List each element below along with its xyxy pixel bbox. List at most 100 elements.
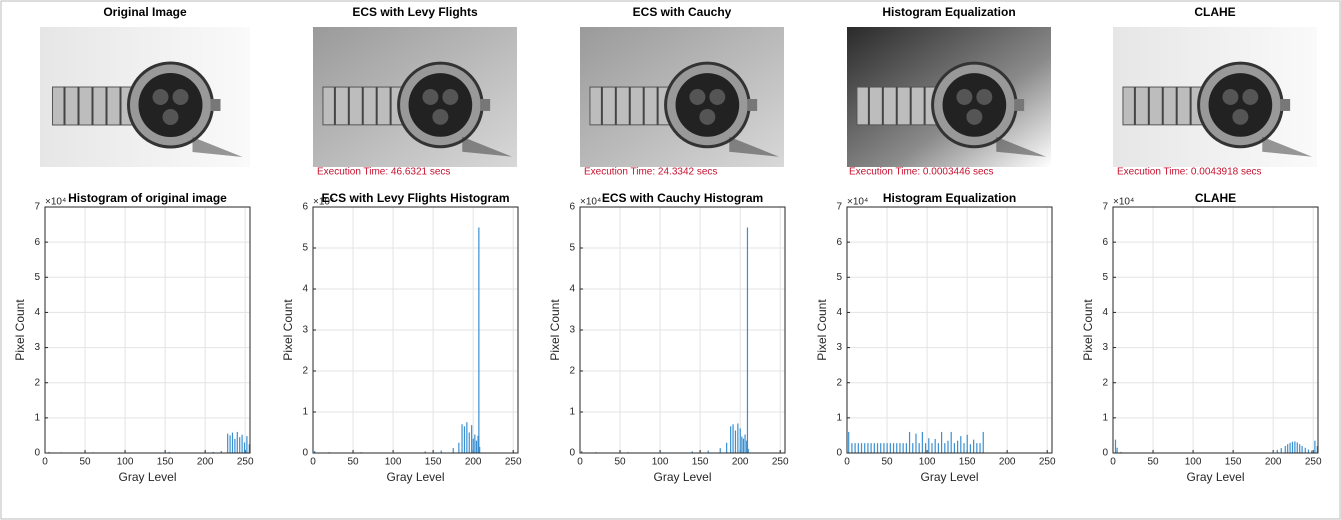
histogram-bar bbox=[873, 443, 875, 453]
y-exponent-label: ×10⁴ bbox=[580, 197, 601, 208]
axes-box bbox=[1112, 206, 1319, 454]
histogram-bar bbox=[908, 431, 911, 453]
histogram-panel: 0 50 100 150 200 250 0 1 2 3 4 5 6 7 ×10⁴ CLAHE Gray Lev… bbox=[1081, 191, 1322, 484]
y-tick-label: 3 bbox=[34, 342, 40, 353]
y-tick-label: 3 bbox=[836, 342, 842, 353]
histogram-bar bbox=[231, 432, 234, 453]
histogram-bar bbox=[1276, 449, 1278, 453]
y-tick-label: 3 bbox=[302, 325, 308, 336]
histogram-bar bbox=[1299, 444, 1301, 453]
histogram-bar bbox=[212, 451, 214, 453]
histogram-bar bbox=[1296, 442, 1298, 453]
x-tick-label: 0 bbox=[310, 457, 316, 468]
histogram-bar bbox=[477, 435, 479, 453]
histogram-bar bbox=[440, 450, 442, 453]
y-tick-label: 0 bbox=[569, 448, 575, 459]
histogram-bar bbox=[928, 438, 930, 453]
histogram-bar bbox=[739, 428, 741, 453]
histogram-bar bbox=[1314, 440, 1316, 453]
chart-title: ECS with Levy Flights Histogram bbox=[321, 191, 509, 205]
histogram-bar bbox=[471, 425, 473, 453]
image-title: ECS with Levy Flights bbox=[352, 5, 478, 19]
x-tick-label: 50 bbox=[1147, 457, 1159, 468]
histogram-bar bbox=[463, 426, 466, 453]
image-title: Original Image bbox=[103, 5, 187, 19]
histogram-bar bbox=[458, 442, 460, 453]
y-tick-label: 0 bbox=[34, 448, 40, 459]
histogram-bar bbox=[915, 433, 917, 453]
histogram-bar bbox=[243, 442, 246, 453]
histogram-bar bbox=[883, 443, 885, 453]
y-tick-label: 7 bbox=[836, 202, 842, 213]
histogram-bar bbox=[934, 438, 936, 453]
histogram-bar bbox=[241, 434, 243, 453]
y-tick-label: 6 bbox=[1102, 237, 1108, 248]
y-exponent-label: ×10⁴ bbox=[45, 197, 66, 208]
y-axis-label: Pixel Count bbox=[1081, 299, 1095, 361]
y-tick-label: 1 bbox=[569, 407, 575, 418]
histogram-bar bbox=[864, 443, 866, 453]
image-caption: Execution Time: 24.3342 secs bbox=[584, 167, 717, 178]
histogram-bar bbox=[734, 430, 737, 453]
x-tick-label: 250 bbox=[772, 457, 789, 468]
x-axis-label: Gray Level bbox=[653, 470, 711, 484]
y-tick-label: 1 bbox=[302, 407, 308, 418]
histogram-bar bbox=[747, 448, 749, 453]
y-tick-label: 1 bbox=[34, 412, 40, 423]
y-tick-label: 6 bbox=[569, 202, 575, 213]
y-tick-label: 2 bbox=[302, 366, 308, 377]
histogram-bar bbox=[479, 446, 481, 453]
y-tick-label: 4 bbox=[302, 284, 308, 295]
histogram-bar bbox=[867, 443, 869, 453]
histogram-bar bbox=[1316, 445, 1318, 453]
histogram-bar bbox=[48, 451, 50, 453]
image-panel: ECS with Levy Flights Execution Time: 46… bbox=[313, 5, 517, 178]
histogram-bar bbox=[737, 423, 739, 453]
x-tick-label: 100 bbox=[385, 457, 402, 468]
x-tick-label: 150 bbox=[157, 457, 174, 468]
y-tick-label: 1 bbox=[836, 412, 842, 423]
histogram-bar bbox=[950, 431, 952, 453]
histogram-bar bbox=[468, 432, 470, 453]
histogram-bar bbox=[236, 431, 238, 453]
image-panel: ECS with Cauchy Execution Time: 24.3342 … bbox=[580, 5, 784, 178]
histogram-bar bbox=[741, 436, 743, 453]
y-tick-label: 4 bbox=[34, 307, 40, 318]
x-tick-label: 250 bbox=[237, 457, 254, 468]
histogram-bar bbox=[392, 451, 394, 453]
x-tick-label: 200 bbox=[197, 457, 214, 468]
y-axis-label: Pixel Count bbox=[815, 299, 829, 361]
histogram-bar bbox=[746, 227, 749, 453]
histogram-bar bbox=[1284, 445, 1286, 453]
histogram-bar bbox=[478, 227, 480, 453]
x-tick-label: 100 bbox=[919, 457, 936, 468]
histogram-bar bbox=[1307, 449, 1310, 453]
chart-title: CLAHE bbox=[1195, 191, 1236, 205]
histogram-bar bbox=[860, 443, 863, 453]
histogram-panel: 0 50 100 150 200 250 0 1 2 3 4 5 6 7 ×10⁴ Histogram Equ… bbox=[815, 191, 1056, 484]
histogram-bar bbox=[168, 451, 170, 453]
histogram-bar bbox=[880, 443, 882, 453]
histogram-bar bbox=[857, 443, 859, 453]
axes-box bbox=[312, 206, 519, 454]
image-title: ECS with Cauchy bbox=[633, 5, 732, 19]
histogram-bar bbox=[466, 422, 468, 453]
y-exponent-label: ×10⁴ bbox=[847, 197, 868, 208]
image-panel: Original Image bbox=[40, 5, 250, 167]
x-tick-label: 50 bbox=[614, 457, 626, 468]
histogram-bar bbox=[744, 434, 746, 453]
x-axis-label: Gray Level bbox=[1186, 470, 1244, 484]
histogram-bar bbox=[424, 451, 426, 453]
y-tick-label: 3 bbox=[569, 325, 575, 336]
y-tick-label: 6 bbox=[34, 237, 40, 248]
histogram-bar bbox=[1291, 441, 1294, 453]
histogram-bar bbox=[892, 443, 895, 453]
x-tick-label: 250 bbox=[1305, 457, 1322, 468]
histogram-bar bbox=[963, 443, 965, 453]
y-tick-label: 4 bbox=[1102, 307, 1108, 318]
x-tick-label: 50 bbox=[79, 457, 91, 468]
histogram-bar bbox=[229, 435, 231, 453]
histogram-bar bbox=[1116, 447, 1118, 453]
histogram-bar bbox=[691, 451, 693, 453]
histogram-bar bbox=[659, 451, 661, 453]
